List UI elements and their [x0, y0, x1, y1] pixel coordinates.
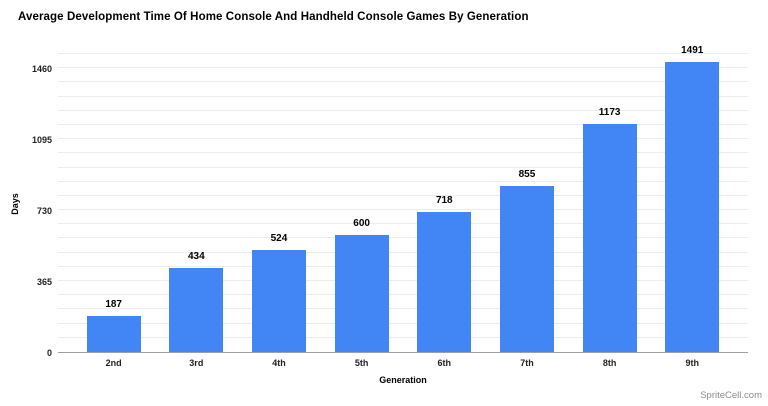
bar: [417, 212, 472, 352]
bar-value-label: 855: [518, 168, 536, 180]
watermark-text: SpriteCell.com: [700, 390, 762, 401]
bar: [665, 62, 720, 352]
bar-slot: 524 4th: [251, 54, 306, 368]
bar-slot: 855 7th: [499, 54, 554, 368]
bar-slot: 1173 8th: [582, 54, 637, 368]
bars-row: 187 2nd 434 3rd 524 4th 600 5th 718 6th 855 7th 1173…: [58, 45, 748, 368]
bar: [169, 267, 224, 352]
bar-slot: 718 6th: [417, 54, 472, 368]
gridline: [58, 166, 748, 168]
plot-area: 187 2nd 434 3rd 524 4th 600 5th 718 6th 855 7th 1173…: [58, 45, 748, 368]
x-tick-label: 4th: [272, 358, 286, 368]
gridline: [58, 322, 748, 324]
gridline: [58, 81, 748, 83]
gridline: [58, 67, 748, 69]
gridline: [58, 237, 748, 239]
y-axis-title: Days: [10, 193, 20, 215]
chart-title: Average Development Time Of Home Console…: [18, 11, 529, 23]
x-tick-label: 7th: [520, 358, 534, 368]
gridline: [58, 138, 748, 140]
bar-value-label: 1173: [598, 106, 621, 118]
gridline: [58, 194, 748, 196]
gridline: [58, 209, 748, 211]
y-tick-label: 1095: [31, 135, 52, 146]
bar-value-label: 718: [435, 195, 453, 207]
bar: [251, 250, 306, 352]
x-tick-label: 9th: [685, 358, 700, 368]
gridline: [58, 308, 748, 310]
x-tick-label: 5th: [354, 358, 369, 368]
y-axis: 0 365 730 1095 1460: [0, 54, 52, 358]
bar: [499, 185, 554, 352]
gridline: [58, 152, 748, 154]
bar: [334, 235, 389, 352]
gridline: [58, 180, 748, 182]
y-tick-label: 365: [36, 277, 52, 288]
bar-slot: 434 3rd: [169, 54, 224, 368]
bar-value-label: 524: [270, 233, 288, 245]
y-tick-label: 730: [36, 206, 52, 217]
gridline: [58, 123, 748, 125]
gridline: [58, 109, 748, 111]
bar-slot: 187 2nd: [86, 54, 141, 368]
bar-value-label: 187: [105, 298, 122, 310]
y-tick-label: 0: [46, 348, 52, 358]
y-tick-label: 1460: [31, 64, 52, 75]
x-tick-label: 6th: [437, 358, 452, 368]
bar: [86, 315, 141, 352]
x-axis-title: Generation: [379, 375, 427, 385]
gridline: [58, 280, 748, 282]
bar-value-label: 434: [187, 250, 205, 262]
bar: [582, 123, 637, 352]
bar-value-label: 600: [353, 218, 370, 230]
gridline: [58, 336, 748, 338]
gridline: [58, 53, 748, 54]
bar-slot: 600 5th: [334, 54, 389, 368]
gridline: [58, 294, 748, 296]
gridline: [58, 265, 748, 267]
x-tick-label: 8th: [602, 358, 617, 368]
x-tick-label: 3rd: [189, 358, 204, 368]
bar-value-label: 1491: [681, 45, 704, 57]
gridline: [58, 95, 748, 97]
gridline: [58, 251, 748, 253]
x-tick-label: 2nd: [105, 358, 122, 368]
bar-slot: 1491 9th: [665, 45, 720, 368]
gridline: [58, 223, 748, 225]
